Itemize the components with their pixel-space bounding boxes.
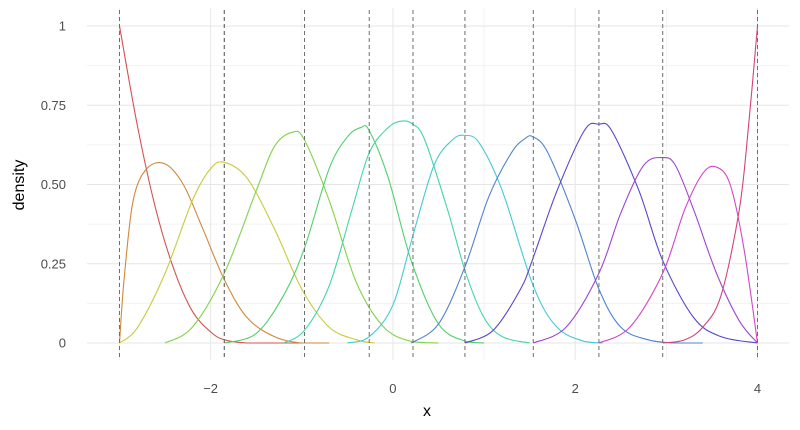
y-tick-label: 0.75 xyxy=(41,98,66,113)
x-axis-ticks: −2 0 2 4 xyxy=(203,381,761,396)
density-curve-2 xyxy=(118,162,330,344)
x-tick-label: −2 xyxy=(203,381,218,396)
series-layer xyxy=(118,25,759,344)
y-axis-title: density xyxy=(11,160,28,211)
density-curve-7 xyxy=(347,134,603,344)
knot-lines xyxy=(119,10,758,358)
y-tick-label: 0.25 xyxy=(41,256,66,271)
density-curve-6 xyxy=(283,120,530,344)
y-tick-label: 1 xyxy=(59,19,66,34)
y-axis-ticks: 0 0.25 0.50 0.75 1 xyxy=(41,19,66,351)
x-tick-label: 4 xyxy=(754,381,761,396)
density-curve-4 xyxy=(164,130,439,344)
density-curve-1 xyxy=(118,25,302,344)
y-tick-label: 0.50 xyxy=(41,177,66,192)
density-curve-3 xyxy=(119,161,375,344)
x-tick-label: 2 xyxy=(572,381,579,396)
x-axis-title: x xyxy=(423,403,431,420)
y-tick-label: 0 xyxy=(59,336,66,351)
density-curve-10 xyxy=(533,156,758,344)
density-curve-8 xyxy=(410,135,703,344)
density-curve-12 xyxy=(662,25,759,344)
density-curve-5 xyxy=(224,124,485,344)
x-tick-label: 0 xyxy=(389,381,396,396)
density-curve-11 xyxy=(598,165,759,344)
